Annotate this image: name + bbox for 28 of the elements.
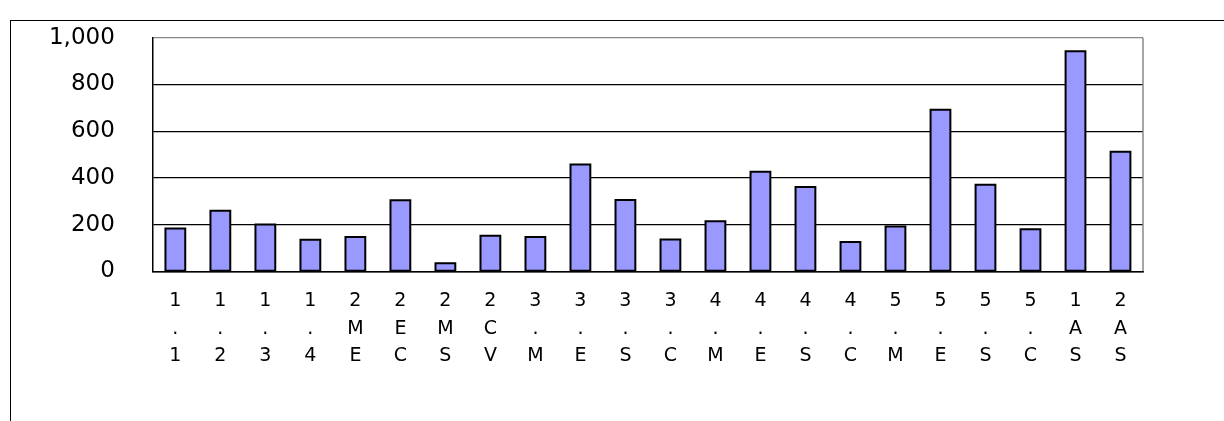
x-tick-label: 3.E <box>574 288 587 366</box>
y-tick-label: 400 <box>70 162 115 189</box>
x-tick-label: 5.C <box>1023 288 1038 366</box>
x-tick-label: 3.S <box>619 288 632 366</box>
x-tick-label: 2ME <box>347 288 364 366</box>
x-tick-label: 5.M <box>887 288 904 366</box>
x-tick-label: 2CV <box>483 288 498 366</box>
x-tick-label: 3.M <box>527 288 544 366</box>
y-tick-label: 200 <box>70 209 115 236</box>
x-tick-label: 1AS <box>1068 288 1082 366</box>
x-tick-label: 1.4 <box>304 288 317 366</box>
x-tick-label: 1.2 <box>214 288 227 366</box>
x-tick-label: 4.M <box>707 288 724 366</box>
x-tick-label: 2EC <box>393 288 408 366</box>
x-tick-label: 5.E <box>934 288 947 366</box>
x-tick-label: 2MS <box>437 288 454 366</box>
y-tick-label: 1,000 <box>48 22 115 49</box>
x-tick-label: 3.C <box>663 288 678 366</box>
x-tick-label: 4.E <box>754 288 767 366</box>
x-tick-label: 4.C <box>843 288 858 366</box>
x-tick-label: 1.3 <box>259 288 272 366</box>
x-tick-label: 5.S <box>979 288 992 366</box>
y-tick-label: 0 <box>100 256 115 283</box>
y-tick-label: 600 <box>70 116 115 143</box>
x-tick-label: 4.S <box>799 288 812 366</box>
x-tick-label: 2AS <box>1114 288 1127 366</box>
y-tick-label: 800 <box>70 69 115 96</box>
x-tick-label: 1.1 <box>169 288 182 366</box>
